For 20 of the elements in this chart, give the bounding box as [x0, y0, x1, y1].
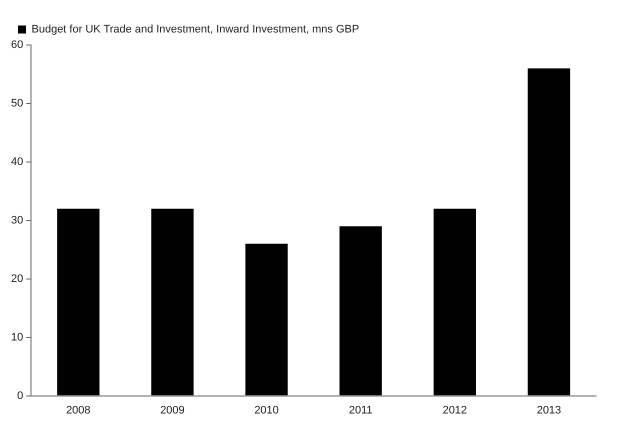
y-tick-label: 20 — [10, 272, 24, 285]
bar — [57, 208, 100, 396]
bar — [528, 68, 570, 396]
bar — [151, 208, 194, 396]
x-tick-label: 2009 — [160, 404, 185, 416]
y-tick-label: 10 — [10, 331, 24, 344]
x-tick-label: 2012 — [442, 404, 468, 416]
y-tick-label: 30 — [10, 214, 24, 226]
y-tick-label: 0 — [17, 390, 24, 402]
bar — [340, 226, 382, 396]
y-tick-label: 40 — [10, 156, 24, 168]
x-tick-label: 2011 — [348, 404, 373, 416]
bar — [434, 208, 476, 396]
x-tick-label: 2010 — [254, 404, 279, 416]
y-tick-label: 50 — [10, 98, 24, 110]
y-tick-label: 60 — [10, 39, 24, 52]
x-tick-label: 2013 — [536, 404, 562, 416]
bar — [245, 244, 288, 396]
legend-label: Budget for UK Trade and Investment, Inward Investment, mns GBP — [32, 24, 360, 36]
x-tick-label: 2008 — [66, 404, 91, 416]
